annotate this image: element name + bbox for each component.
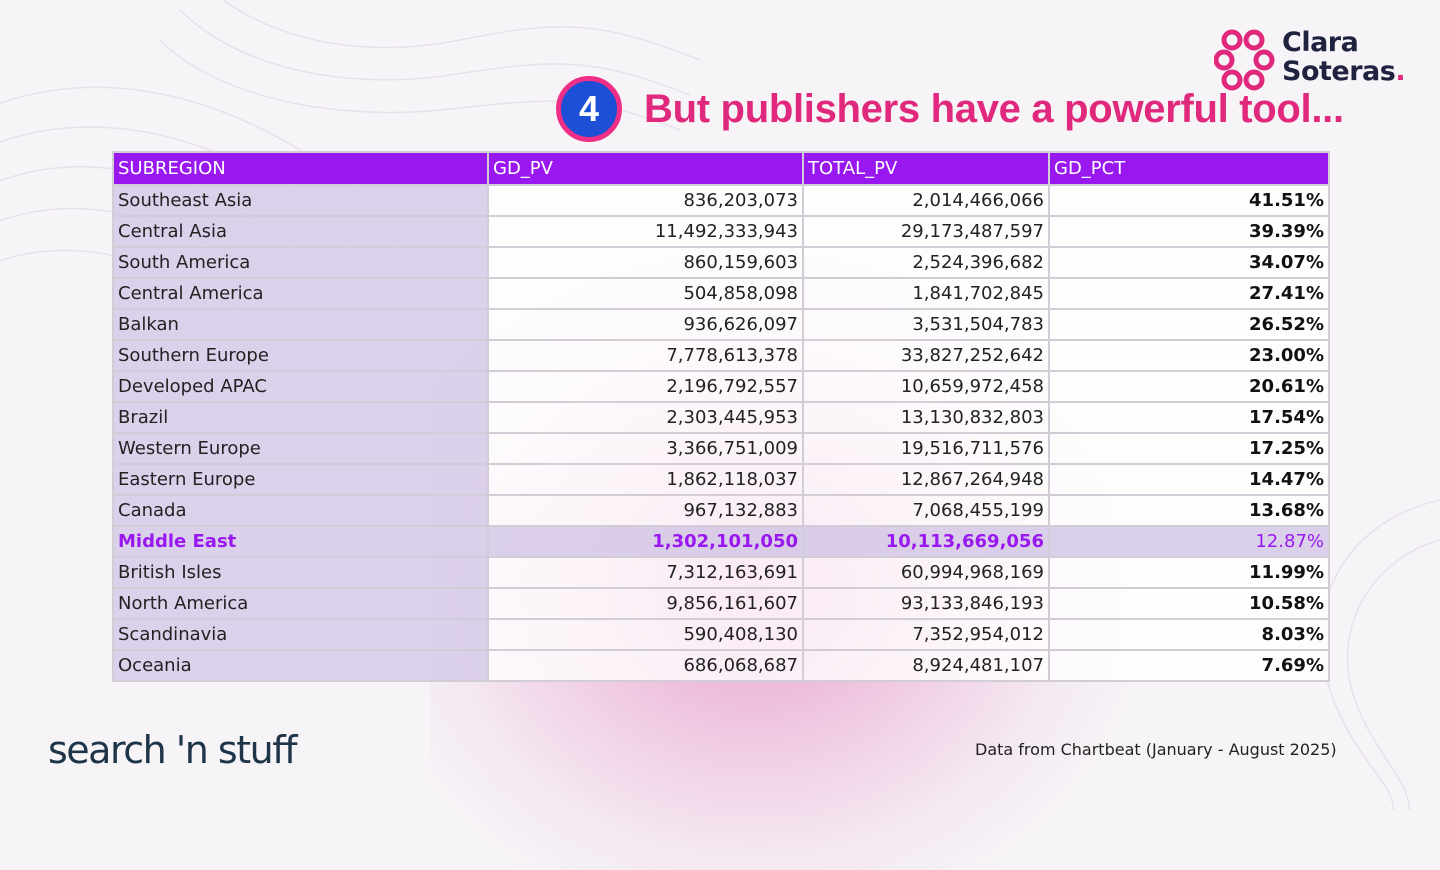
table-row: Southern Europe 7,778,613,378 33,827,252,6… (112, 339, 1330, 372)
cell-subregion: Developed APAC (112, 370, 489, 403)
table-row: Oceania 686,068,687 8,924,481,107 7.69% (112, 649, 1330, 682)
clara-soteras-logo: Clara Soteras. (1213, 27, 1414, 92)
cell-gd-pv: 11,492,333,943 (487, 215, 804, 248)
table-row: Balkan 936,626,097 3,531,504,783 26.52% (112, 308, 1330, 341)
subregion-table: SUBREGION GD_PV TOTAL_PV GD_PCT Southeas… (112, 151, 1330, 682)
header-gd-pv: GD_PV (487, 151, 804, 186)
cell-gd-pv: 860,159,603 (487, 246, 804, 279)
flower-logo-icon (1213, 29, 1275, 91)
cell-gd-pv: 590,408,130 (487, 618, 804, 651)
cell-subregion: Eastern Europe (112, 463, 489, 496)
cell-total-pv: 13,130,832,803 (802, 401, 1050, 434)
cell-gd-pv: 686,068,687 (487, 649, 804, 682)
cell-total-pv: 60,994,968,169 (802, 556, 1050, 589)
cell-total-pv: 19,516,711,576 (802, 432, 1050, 465)
cell-total-pv: 33,827,252,642 (802, 339, 1050, 372)
cell-gd-pv: 1,302,101,050 (487, 525, 804, 558)
table-row: Middle East 1,302,101,050 10,113,669,056 12… (112, 525, 1330, 558)
cell-gd-pct: 34.07% (1048, 246, 1330, 279)
cell-subregion: Scandinavia (112, 618, 489, 651)
search-n-stuff-logo: search 'n stuff (48, 728, 297, 772)
table-row: Canada 967,132,883 7,068,455,199 13.68% (112, 494, 1330, 527)
cell-gd-pct: 41.51% (1048, 184, 1330, 217)
cell-total-pv: 1,841,702,845 (802, 277, 1050, 310)
cell-gd-pct: 8.03% (1048, 618, 1330, 651)
cell-gd-pv: 2,303,445,953 (487, 401, 804, 434)
cell-gd-pct: 12.87% (1048, 525, 1330, 558)
logo-dot: . (1395, 56, 1406, 87)
cell-subregion: Brazil (112, 401, 489, 434)
cell-total-pv: 29,173,487,597 (802, 215, 1050, 248)
cell-gd-pct: 20.61% (1048, 370, 1330, 403)
cell-subregion: Canada (112, 494, 489, 527)
cell-gd-pct: 17.54% (1048, 401, 1330, 434)
table-row: Eastern Europe 1,862,118,037 12,867,264,94… (112, 463, 1330, 496)
table-row: Central America 504,858,098 1,841,702,845 2… (112, 277, 1330, 310)
cell-total-pv: 7,068,455,199 (802, 494, 1050, 527)
cell-subregion: Middle East (112, 525, 489, 558)
cell-subregion: Western Europe (112, 432, 489, 465)
header-subregion: SUBREGION (112, 151, 489, 186)
cell-gd-pct: 14.47% (1048, 463, 1330, 496)
cell-gd-pv: 7,312,163,691 (487, 556, 804, 589)
logo-line-2: Soteras (1282, 56, 1396, 87)
cell-subregion: Southern Europe (112, 339, 489, 372)
table-row: South America 860,159,603 2,524,396,682 34.… (112, 246, 1330, 279)
cell-gd-pv: 967,132,883 (487, 494, 804, 527)
cell-total-pv: 10,113,669,056 (802, 525, 1050, 558)
cell-gd-pct: 11.99% (1048, 556, 1330, 589)
cell-gd-pct: 23.00% (1048, 339, 1330, 372)
cell-gd-pct: 17.25% (1048, 432, 1330, 465)
cell-total-pv: 2,014,466,066 (802, 184, 1050, 217)
cell-total-pv: 7,352,954,012 (802, 618, 1050, 651)
cell-total-pv: 2,524,396,682 (802, 246, 1050, 279)
cell-gd-pv: 9,856,161,607 (487, 587, 804, 620)
header-gd-pct: GD_PCT (1048, 151, 1330, 186)
data-source-note: Data from Chartbeat (January - August 20… (975, 740, 1337, 759)
table-row: Western Europe 3,366,751,009 19,516,711,57… (112, 432, 1330, 465)
cell-subregion: Central America (112, 277, 489, 310)
cell-gd-pv: 836,203,073 (487, 184, 804, 217)
table-header-row: SUBREGION GD_PV TOTAL_PV GD_PCT (112, 151, 1330, 186)
cell-gd-pct: 7.69% (1048, 649, 1330, 682)
cell-subregion: South America (112, 246, 489, 279)
cell-total-pv: 8,924,481,107 (802, 649, 1050, 682)
cell-gd-pct: 10.58% (1048, 587, 1330, 620)
cell-gd-pv: 3,366,751,009 (487, 432, 804, 465)
cell-gd-pv: 504,858,098 (487, 277, 804, 310)
table-row: Southeast Asia 836,203,073 2,014,466,066 41… (112, 184, 1330, 217)
cell-gd-pv: 7,778,613,378 (487, 339, 804, 372)
table-row: Brazil 2,303,445,953 13,130,832,803 17.54% (112, 401, 1330, 434)
cell-gd-pv: 1,862,118,037 (487, 463, 804, 496)
cell-subregion: British Isles (112, 556, 489, 589)
cell-total-pv: 3,531,504,783 (802, 308, 1050, 341)
title-text: But publishers have a powerful tool... (644, 86, 1344, 131)
table-row: British Isles 7,312,163,691 60,994,968,169… (112, 556, 1330, 589)
table-row: Scandinavia 590,408,130 7,352,954,012 8.03% (112, 618, 1330, 651)
table-row: Developed APAC 2,196,792,557 10,659,972,45… (112, 370, 1330, 403)
cell-subregion: Southeast Asia (112, 184, 489, 217)
cell-subregion: Central Asia (112, 215, 489, 248)
cell-subregion: Oceania (112, 649, 489, 682)
cell-total-pv: 10,659,972,458 (802, 370, 1050, 403)
cell-gd-pv: 936,626,097 (487, 308, 804, 341)
cell-subregion: North America (112, 587, 489, 620)
cell-total-pv: 93,133,846,193 (802, 587, 1050, 620)
step-number-badge: 4 (556, 76, 622, 142)
logo-line-1: Clara (1282, 27, 1359, 58)
slide-title: 4 But publishers have a powerful tool... (556, 70, 1344, 148)
table-row: North America 9,856,161,607 93,133,846,193… (112, 587, 1330, 620)
header-total-pv: TOTAL_PV (802, 151, 1050, 186)
cell-gd-pct: 13.68% (1048, 494, 1330, 527)
table-row: Central Asia 11,492,333,943 29,173,487,597… (112, 215, 1330, 248)
cell-gd-pv: 2,196,792,557 (487, 370, 804, 403)
cell-subregion: Balkan (112, 308, 489, 341)
cell-gd-pct: 27.41% (1048, 277, 1330, 310)
cell-total-pv: 12,867,264,948 (802, 463, 1050, 496)
cell-gd-pct: 26.52% (1048, 308, 1330, 341)
cell-gd-pct: 39.39% (1048, 215, 1330, 248)
